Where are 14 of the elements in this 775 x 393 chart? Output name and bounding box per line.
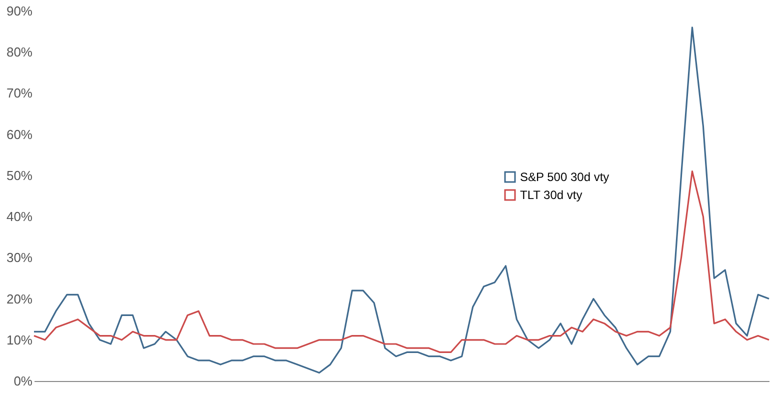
- y-tick-label: 30%: [6, 250, 33, 266]
- y-tick-label: 70%: [6, 86, 33, 101]
- y-tick-label: 60%: [6, 126, 33, 142]
- line-series: [33, 170, 770, 354]
- y-tick-label: 0%: [14, 374, 33, 388]
- y-tick-label: 10%: [6, 332, 33, 348]
- y-tick-label: 40%: [6, 209, 33, 224]
- y-tick-label: 80%: [6, 44, 33, 60]
- line-series: [33, 26, 770, 374]
- legend-label: TLT 30d vty: [520, 188, 582, 202]
- y-tick-label: 90%: [6, 4, 33, 18]
- legend-label: S&P 500 30d vty: [520, 170, 610, 184]
- y-tick-label: 20%: [6, 291, 33, 306]
- y-tick-label: 50%: [6, 168, 33, 183]
